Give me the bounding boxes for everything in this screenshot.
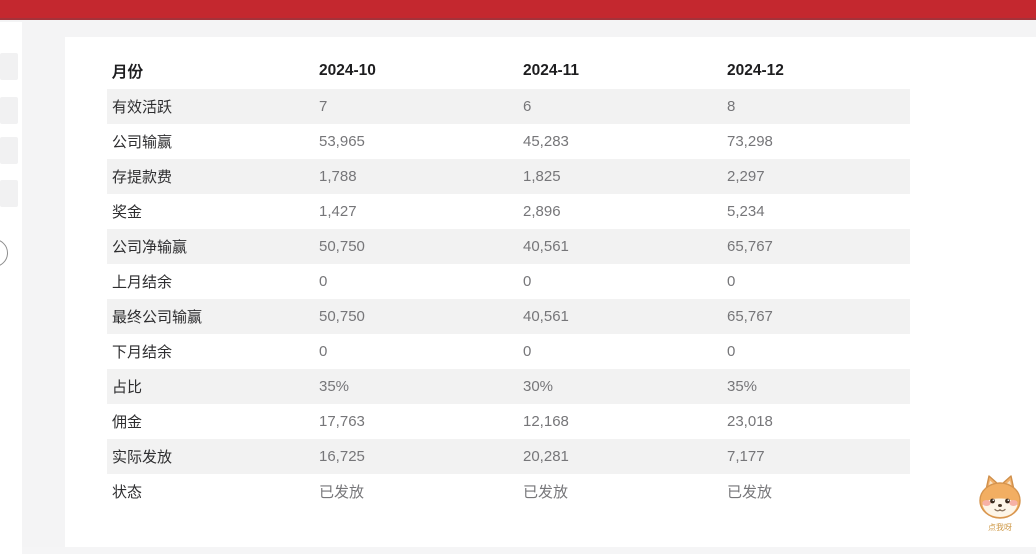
column-header-month-label: 月份 [112,64,144,81]
row-value: 73,298 [727,133,773,150]
row-value: 17,763 [319,413,365,430]
row-value: 53,965 [319,133,365,150]
row-label: 下月结余 [112,344,173,361]
page-bottom-gap [22,547,1036,554]
table-row: 最终公司输赢 50,750 40,561 65,767 [107,299,910,334]
row-value: 45,283 [523,133,569,150]
table-row: 下月结余 0 0 0 [107,334,910,369]
row-value: 40,561 [518,229,722,264]
row-value: 1,788 [314,159,518,194]
row-label: 佣金 [112,414,143,431]
row-value: 35% [722,369,910,404]
sidebar-menu-placeholder [0,180,18,207]
row-value: 6 [518,89,722,124]
collapsed-sidebar [0,22,22,554]
row-label: 有效活跃 [107,89,314,124]
column-header-month: 2024-10 [319,62,376,79]
row-label: 奖金 [112,204,143,221]
row-value: 7,177 [722,439,910,474]
row-value: 0 [319,273,328,290]
table-row: 公司净输赢 50,750 40,561 65,767 [107,229,910,264]
row-value: 0 [319,343,328,360]
row-value: 0 [523,343,532,360]
row-value: 50,750 [314,299,518,334]
row-value: 1,427 [319,203,357,220]
table-row: 存提款费 1,788 1,825 2,297 [107,159,910,194]
row-value: 1,825 [518,159,722,194]
table-header-row: 月份 2024-10 2024-11 2024-12 [107,57,910,89]
row-value: 8 [722,89,910,124]
sidebar-toggle-button[interactable] [0,239,8,267]
row-value: 2,896 [523,203,561,220]
table-row: 占比 35% 30% 35% [107,369,910,404]
row-value: 2,297 [722,159,910,194]
table-row: 实际发放 16,725 20,281 7,177 [107,439,910,474]
row-value: 23,018 [727,413,773,430]
table-row: 奖金 1,427 2,896 5,234 [107,194,910,229]
column-header-month: 2024-12 [727,62,784,79]
row-value: 已发放 [319,484,365,501]
row-value: 0 [523,273,532,290]
row-value: 20,281 [518,439,722,474]
report-card: 月份 2024-10 2024-11 2024-12 有效活跃 7 6 8 公司输赢 53,96… [65,37,1036,547]
row-label: 状态 [112,484,143,501]
commission-report-table: 月份 2024-10 2024-11 2024-12 有效活跃 7 6 8 公司输赢 53,96… [107,57,910,509]
table-row: 公司输赢 53,965 45,283 73,298 [107,124,910,159]
sidebar-menu-placeholder [0,53,18,80]
row-label: 公司净输赢 [107,229,314,264]
row-value: 0 [727,343,736,360]
row-value: 12,168 [523,413,569,430]
commission-report-table-wrap: 月份 2024-10 2024-11 2024-12 有效活跃 7 6 8 公司输赢 53,96… [107,57,910,509]
sidebar-menu-placeholder [0,97,18,124]
row-label: 实际发放 [107,439,314,474]
row-value: 35% [314,369,518,404]
row-label: 上月结余 [112,274,173,291]
row-label: 占比 [107,369,314,404]
row-value: 5,234 [727,203,765,220]
row-label: 存提款费 [107,159,314,194]
row-value: 已发放 [523,484,569,501]
top-navigation-bar [0,0,1036,20]
row-value: 已发放 [727,484,773,501]
row-value: 65,767 [722,229,910,264]
shiba-dog-icon[interactable] [976,475,1024,524]
row-value: 30% [518,369,722,404]
table-row: 状态 已发放 已发放 已发放 [107,474,910,509]
mascot-label[interactable]: 点我呀 [988,523,1012,532]
table-row: 有效活跃 7 6 8 [107,89,910,124]
mascot-widget[interactable]: 点我呀 [972,474,1028,532]
row-value: 7 [314,89,518,124]
row-value: 50,750 [314,229,518,264]
row-value: 65,767 [722,299,910,334]
column-header-month: 2024-11 [523,62,580,79]
table-row: 上月结余 0 0 0 [107,264,910,299]
row-value: 0 [727,273,736,290]
row-value: 40,561 [518,299,722,334]
row-label: 公司输赢 [112,134,173,151]
sidebar-menu-placeholder [0,137,18,164]
row-label: 最终公司输赢 [107,299,314,334]
row-value: 16,725 [314,439,518,474]
table-row: 佣金 17,763 12,168 23,018 [107,404,910,439]
